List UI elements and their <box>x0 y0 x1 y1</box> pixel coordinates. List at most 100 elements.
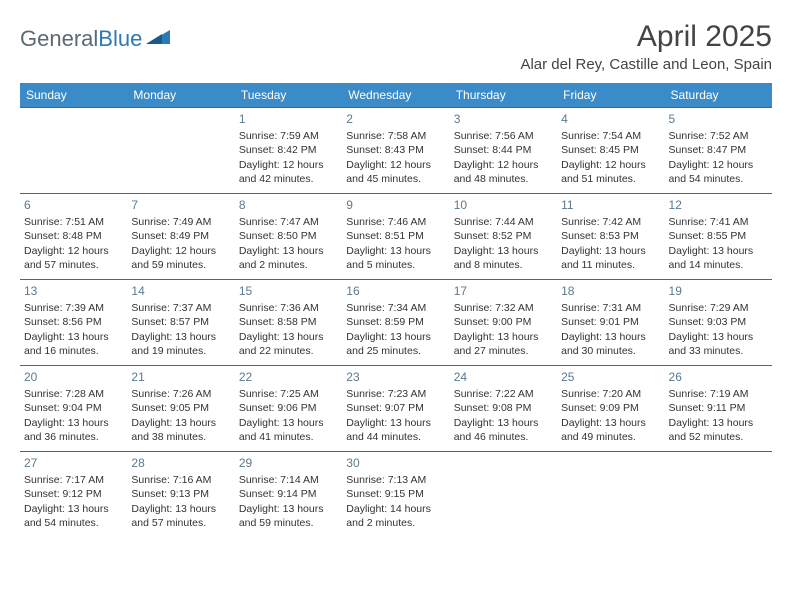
daylight-text: Daylight: 14 hours and 2 minutes. <box>346 502 445 530</box>
calendar-header-row: SundayMondayTuesdayWednesdayThursdayFrid… <box>20 83 772 108</box>
day-number: 13 <box>24 283 123 299</box>
calendar-day-cell: 29Sunrise: 7:14 AMSunset: 9:14 PMDayligh… <box>235 452 342 538</box>
sunrise-text: Sunrise: 7:47 AM <box>239 215 338 229</box>
sunrise-text: Sunrise: 7:34 AM <box>346 301 445 315</box>
day-number: 29 <box>239 455 338 471</box>
weekday-header: Sunday <box>20 83 127 108</box>
daylight-text: Daylight: 13 hours and 27 minutes. <box>454 330 553 358</box>
day-number: 8 <box>239 197 338 213</box>
daylight-text: Daylight: 12 hours and 54 minutes. <box>669 158 768 186</box>
weekday-header: Thursday <box>450 83 557 108</box>
location: Alar del Rey, Castille and Leon, Spain <box>520 56 772 73</box>
sunrise-text: Sunrise: 7:19 AM <box>669 387 768 401</box>
calendar-day-cell: 14Sunrise: 7:37 AMSunset: 8:57 PMDayligh… <box>127 280 234 366</box>
daylight-text: Daylight: 13 hours and 14 minutes. <box>669 244 768 272</box>
day-number: 5 <box>669 111 768 127</box>
title-block: April 2025 Alar del Rey, Castille and Le… <box>520 20 772 79</box>
sunset-text: Sunset: 9:15 PM <box>346 487 445 501</box>
calendar-week-row: 13 Sunrise: 7:39 AMSunset: 8:56 PM Dayligh… <box>20 280 772 366</box>
daylight-text: Daylight: 13 hours and 38 minutes. <box>131 416 230 444</box>
daylight-text: Daylight: 12 hours and 48 minutes. <box>454 158 553 186</box>
sunrise-text: Sunrise: 7:52 AM <box>669 129 768 143</box>
sunset-text: Sunset: 8:53 PM <box>561 229 660 243</box>
day-number: 27 <box>24 455 123 471</box>
sunset-text: Sunset: 8:43 PM <box>346 143 445 157</box>
calendar-week-row: 1Sunrise: 7:59 AMSunset: 8:42 PMDaylight… <box>20 108 772 194</box>
sunrise-text: Sunrise: 7:25 AM <box>239 387 338 401</box>
day-number: 21 <box>131 369 230 385</box>
calendar-day-cell: 24Sunrise: 7:22 AMSunset: 9:08 PMDayligh… <box>450 366 557 452</box>
day-number: 30 <box>346 455 445 471</box>
calendar-day-cell: 26Sunrise: 7:19 AMSunset: 9:11 PMDayligh… <box>665 366 772 452</box>
calendar-empty-cell <box>557 452 664 538</box>
day-number: 15 <box>239 283 338 299</box>
logo-word1: General <box>20 26 98 51</box>
sunrise-text: Sunrise: 7:51 AM <box>24 215 123 229</box>
calendar-day-cell: 23Sunrise: 7:23 AMSunset: 9:07 PMDayligh… <box>342 366 449 452</box>
daylight-text: Daylight: 13 hours and 44 minutes. <box>346 416 445 444</box>
calendar-day-cell: 16Sunrise: 7:34 AMSunset: 8:59 PMDayligh… <box>342 280 449 366</box>
sunset-text: Sunset: 8:58 PM <box>239 315 338 329</box>
sunset-text: Sunset: 8:51 PM <box>346 229 445 243</box>
calendar-day-cell: 5Sunrise: 7:52 AMSunset: 8:47 PMDaylight… <box>665 108 772 194</box>
calendar-week-row: 6Sunrise: 7:51 AMSunset: 8:48 PMDaylight… <box>20 194 772 280</box>
sunrise-text: Sunrise: 7:26 AM <box>131 387 230 401</box>
sunrise-text: Sunrise: 7:41 AM <box>669 215 768 229</box>
sunset-text: Sunset: 8:45 PM <box>561 143 660 157</box>
sunset-text: Sunset: 9:07 PM <box>346 401 445 415</box>
sunset-text: Sunset: 8:55 PM <box>669 229 768 243</box>
daylight-text: Daylight: 12 hours and 51 minutes. <box>561 158 660 186</box>
daylight-text: Daylight: 13 hours and 59 minutes. <box>239 502 338 530</box>
sunrise-text: Sunrise: 7:46 AM <box>346 215 445 229</box>
calendar-day-cell: 2Sunrise: 7:58 AMSunset: 8:43 PMDaylight… <box>342 108 449 194</box>
weekday-header: Saturday <box>665 83 772 108</box>
day-number: 25 <box>561 369 660 385</box>
calendar-day-cell: 12 Sunrise: 7:41 AMSunset: 8:55 PMDayligh… <box>665 194 772 280</box>
calendar-day-cell: 3Sunrise: 7:56 AMSunset: 8:44 PMDaylight… <box>450 108 557 194</box>
sunrise-text: Sunrise: 7:39 AM <box>24 301 123 315</box>
daylight-text: Daylight: 12 hours and 45 minutes. <box>346 158 445 186</box>
calendar-day-cell: 15 Sunrise: 7:36 AMSunset: 8:58 PMDayligh… <box>235 280 342 366</box>
day-number: 10 <box>454 197 553 213</box>
sunrise-text: Sunrise: 7:44 AM <box>454 215 553 229</box>
sunset-text: Sunset: 9:14 PM <box>239 487 338 501</box>
daylight-text: Daylight: 12 hours and 42 minutes. <box>239 158 338 186</box>
sunset-text: Sunset: 8:42 PM <box>239 143 338 157</box>
logo-triangle-icon <box>146 28 172 51</box>
sunset-text: Sunset: 9:06 PM <box>239 401 338 415</box>
day-number: 19 <box>669 283 768 299</box>
calendar-day-cell: 1Sunrise: 7:59 AMSunset: 8:42 PMDaylight… <box>235 108 342 194</box>
sunset-text: Sunset: 8:56 PM <box>24 315 123 329</box>
day-number: 17 <box>454 283 553 299</box>
day-number: 18 <box>561 283 660 299</box>
sunset-text: Sunset: 8:52 PM <box>454 229 553 243</box>
day-number: 20 <box>24 369 123 385</box>
calendar-empty-cell <box>665 452 772 538</box>
weekday-header: Monday <box>127 83 234 108</box>
sunrise-text: Sunrise: 7:37 AM <box>131 301 230 315</box>
day-number: 22 <box>239 369 338 385</box>
sunset-text: Sunset: 9:09 PM <box>561 401 660 415</box>
calendar-day-cell: 30Sunrise: 7:13 AMSunset: 9:15 PMDayligh… <box>342 452 449 538</box>
calendar-day-cell: 11Sunrise: 7:42 AMSunset: 8:53 PMDayligh… <box>557 194 664 280</box>
daylight-text: Daylight: 13 hours and 41 minutes. <box>239 416 338 444</box>
calendar-week-row: 20Sunrise: 7:28 AMSunset: 9:04 PMDayligh… <box>20 366 772 452</box>
day-number: 12 <box>669 197 768 213</box>
daylight-text: Daylight: 13 hours and 25 minutes. <box>346 330 445 358</box>
sunset-text: Sunset: 9:00 PM <box>454 315 553 329</box>
day-number: 3 <box>454 111 553 127</box>
sunset-text: Sunset: 8:57 PM <box>131 315 230 329</box>
sunrise-text: Sunrise: 7:54 AM <box>561 129 660 143</box>
sunset-text: Sunset: 9:05 PM <box>131 401 230 415</box>
daylight-text: Daylight: 13 hours and 19 minutes. <box>131 330 230 358</box>
weekday-header: Friday <box>557 83 664 108</box>
day-number: 23 <box>346 369 445 385</box>
calendar-day-cell: 13Sunrise: 7:39 AMSunset: 8:56 PMDayligh… <box>20 280 127 366</box>
daylight-text: Daylight: 13 hours and 22 minutes. <box>239 330 338 358</box>
daylight-text: Daylight: 13 hours and 33 minutes. <box>669 330 768 358</box>
sunrise-text: Sunrise: 7:29 AM <box>669 301 768 315</box>
daylight-text: Daylight: 13 hours and 49 minutes. <box>561 416 660 444</box>
calendar-table: SundayMondayTuesdayWednesdayThursdayFrid… <box>20 83 772 538</box>
sunrise-text: Sunrise: 7:36 AM <box>239 301 338 315</box>
logo-word2: Blue <box>98 26 142 51</box>
